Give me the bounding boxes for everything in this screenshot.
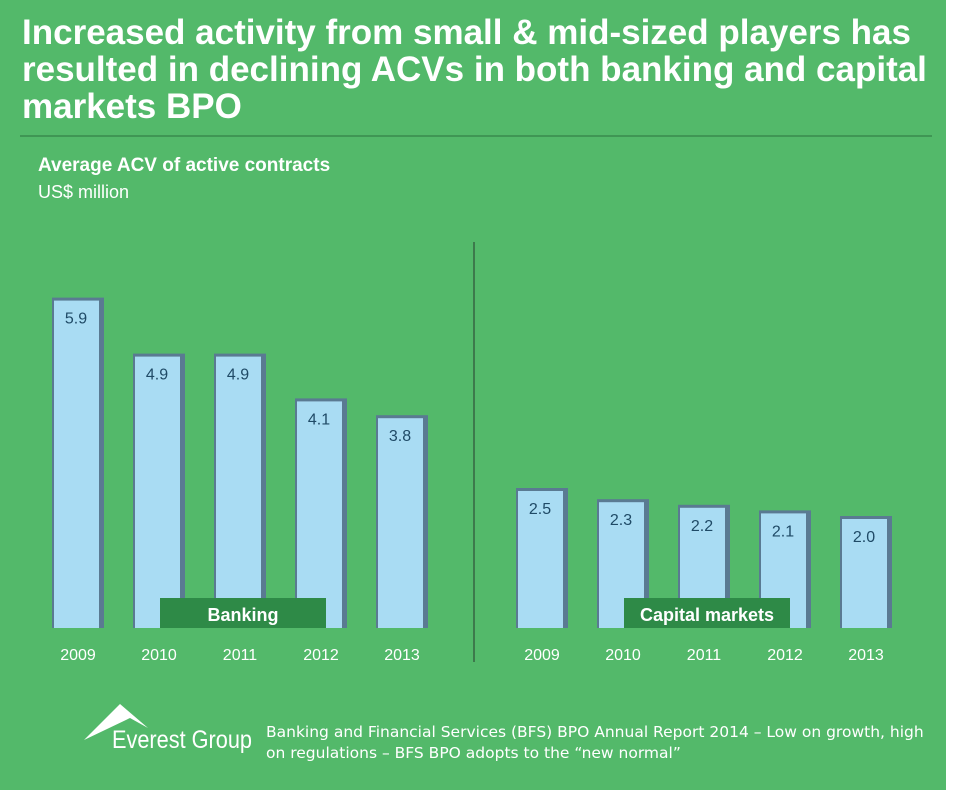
panel-label: Capital markets <box>640 605 774 625</box>
x-tick-label: 2009 <box>524 647 560 664</box>
x-tick-label: 2011 <box>223 647 258 664</box>
bar <box>135 356 180 628</box>
bar-value-label: 4.9 <box>146 367 168 384</box>
x-tick-label: 2009 <box>60 647 96 664</box>
bar-value-label: 4.9 <box>227 367 249 384</box>
source-note: Banking and Financial Services (BFS) BPO… <box>266 723 924 762</box>
everest-group-logo: Everest Group <box>84 704 252 754</box>
bar-value-label: 2.0 <box>853 529 875 546</box>
panel-label-box <box>160 598 326 628</box>
mountain-icon <box>84 704 148 740</box>
x-tick-label: 2013 <box>384 647 420 664</box>
bar-value-label: 5.9 <box>65 311 87 328</box>
headline: Increased activity from small & mid-size… <box>22 13 927 126</box>
logo-text: Everest Group <box>112 726 252 754</box>
chart-unit: US$ million <box>38 182 130 202</box>
bar-value-label: 2.2 <box>691 518 713 535</box>
x-tick-label: 2010 <box>141 647 177 664</box>
bar <box>297 401 342 628</box>
x-tick-label: 2012 <box>767 647 803 664</box>
bar-value-label: 2.5 <box>529 501 551 518</box>
bar-value-label: 2.3 <box>610 512 632 529</box>
panel-label-box <box>624 598 790 628</box>
bar <box>378 418 423 628</box>
title-divider <box>20 135 932 137</box>
bar <box>518 491 563 628</box>
bar <box>54 300 99 628</box>
bar <box>842 519 887 628</box>
bar-value-label: 4.1 <box>308 411 330 428</box>
x-tick-label: 2010 <box>605 647 641 664</box>
bar-value-label: 2.1 <box>772 523 794 540</box>
chart-title: Average ACV of active contracts <box>38 155 331 176</box>
x-tick-label: 2012 <box>303 647 339 664</box>
bar-chart: 5.9 2009 4.9 2010 4.9 2011 4.1 2012 3.8 2013 Banki… <box>52 242 892 664</box>
bar-value-label: 3.8 <box>389 428 411 445</box>
panel-label: Banking <box>207 605 278 625</box>
x-tick-label: 2011 <box>687 647 722 664</box>
x-tick-label: 2013 <box>848 647 884 664</box>
bar <box>216 356 261 628</box>
